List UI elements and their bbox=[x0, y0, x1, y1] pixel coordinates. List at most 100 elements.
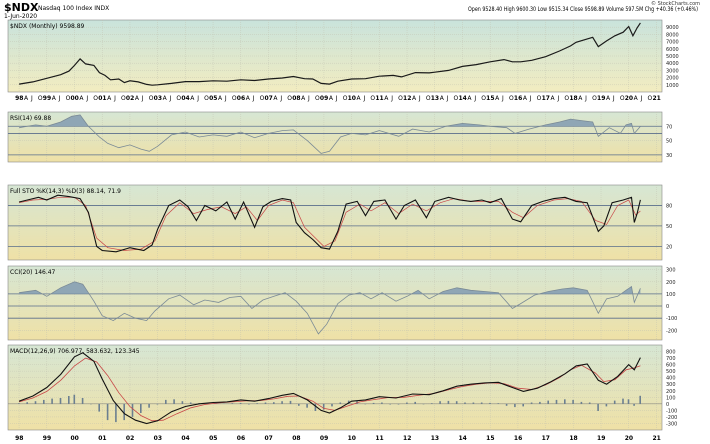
macd-histogram-bar bbox=[43, 399, 45, 404]
x-month-label: O bbox=[204, 95, 209, 102]
macd-histogram-bar bbox=[248, 403, 250, 405]
macd-histogram-bar bbox=[189, 402, 192, 404]
macd-histogram-bar bbox=[181, 401, 184, 404]
cci-ytick-label: 200 bbox=[666, 280, 676, 286]
x-month-label: O bbox=[315, 95, 320, 102]
macd-histogram-bar bbox=[633, 403, 635, 406]
x-month-label: J bbox=[418, 95, 421, 102]
x-year-label: 10 bbox=[348, 95, 356, 102]
macd-histogram-bar bbox=[131, 403, 134, 417]
x-month-label: O bbox=[38, 95, 43, 102]
x-month-label: J bbox=[529, 95, 532, 102]
x-year-label: 03 bbox=[154, 95, 162, 102]
x-year-label: 06 bbox=[237, 95, 245, 102]
x-year-label-bottom: 16 bbox=[514, 435, 522, 442]
macd-histogram-bar bbox=[439, 401, 441, 404]
macd-ytick-label: -100 bbox=[666, 408, 677, 414]
x-month-label: A bbox=[467, 95, 472, 102]
macd-histogram-bar bbox=[447, 400, 450, 404]
x-month-label: A bbox=[578, 95, 583, 102]
x-year-label: 02 bbox=[126, 95, 134, 102]
x-year-label: 16 bbox=[514, 95, 522, 102]
sto-d-line bbox=[19, 196, 641, 251]
macd-histogram-bar bbox=[514, 403, 516, 408]
macd-histogram-bar bbox=[397, 403, 400, 405]
x-year-label: 20 bbox=[625, 95, 633, 102]
x-month-label: A bbox=[551, 95, 556, 102]
x-month-label: J bbox=[501, 95, 504, 102]
cci-overbought-area bbox=[19, 281, 641, 294]
x-axis: 98 A J O 99 A J O 00 A J O 01 A J O 02 A J O 03 A J O 04 A J O 05 A J O… bbox=[15, 95, 661, 442]
cci-line bbox=[19, 281, 641, 335]
price-ytick-label: 9000 bbox=[666, 25, 679, 31]
macd-histogram-bar bbox=[497, 403, 500, 404]
macd-histogram-bar bbox=[364, 403, 367, 405]
x-month-label: J bbox=[30, 95, 33, 102]
sto-k-line bbox=[18, 194, 641, 253]
price-ytick-label: 5000 bbox=[666, 54, 679, 60]
rsi-legend: RSI(14) 69.88 bbox=[10, 115, 51, 122]
macd-histogram-bar bbox=[51, 398, 53, 404]
x-month-label: A bbox=[273, 95, 278, 102]
macd-histogram-bar bbox=[281, 401, 283, 404]
macd-ytick-label: -200 bbox=[666, 415, 677, 421]
x-month-label: O bbox=[592, 95, 597, 102]
x-month-label: A bbox=[440, 95, 445, 102]
macd-histogram-bar bbox=[347, 400, 350, 404]
x-year-label-bottom: 06 bbox=[237, 435, 245, 442]
macd-histogram-bar bbox=[306, 403, 308, 408]
macd-histogram-bar bbox=[555, 399, 558, 404]
x-month-label: A bbox=[107, 95, 112, 102]
x-month-label: A bbox=[384, 95, 389, 102]
x-month-label: O bbox=[454, 95, 459, 102]
macd-ytick-label: 600 bbox=[666, 363, 676, 369]
cci-ytick-label: 300 bbox=[666, 268, 676, 274]
cci-panel-bg bbox=[7, 265, 663, 341]
x-month-label: O bbox=[398, 95, 403, 102]
x-month-label: J bbox=[612, 95, 615, 102]
x-month-label: O bbox=[66, 95, 71, 102]
macd-histogram-bar bbox=[68, 396, 70, 404]
cci-panel: -200 -100 0 100 200 300 CCI(20) 146.47 bbox=[7, 265, 677, 341]
macd-histogram-bar bbox=[98, 403, 100, 412]
macd-histogram-bar bbox=[372, 402, 375, 404]
x-month-label: O bbox=[232, 95, 237, 102]
price-ytick-label: 8000 bbox=[666, 32, 679, 38]
x-month-label: J bbox=[252, 95, 255, 102]
macd-ytick-label: 800 bbox=[666, 350, 676, 356]
x-year-label-bottom: 09 bbox=[320, 435, 328, 442]
x-year-label: 18 bbox=[569, 95, 577, 102]
macd-histogram-bar bbox=[480, 402, 483, 404]
quote-line: Open 9528.40 High 9600.30 Low 9515.34 Cl… bbox=[468, 6, 698, 13]
cci-ytick-label: -200 bbox=[666, 328, 677, 334]
macd-histogram-bar bbox=[489, 402, 491, 404]
x-month-label: J bbox=[224, 95, 227, 102]
macd-histogram-bar bbox=[627, 399, 630, 404]
rsi-overbought-area bbox=[27, 114, 633, 127]
macd-histogram-bar bbox=[539, 401, 541, 404]
rsi-ytick-label: 30 bbox=[666, 153, 672, 159]
x-year-label-bottom: 05 bbox=[209, 435, 217, 442]
x-month-label: J bbox=[58, 95, 61, 102]
macd-histogram-bar bbox=[90, 403, 92, 405]
x-month-label: O bbox=[260, 95, 265, 102]
x-year-label-bottom: 01 bbox=[98, 435, 106, 442]
macd-histogram-bar bbox=[572, 399, 574, 404]
macd-histogram-bar bbox=[339, 402, 342, 404]
macd-histogram-bar bbox=[322, 403, 325, 410]
macd-histogram-bar bbox=[239, 402, 242, 404]
x-year-label: 12 bbox=[403, 95, 411, 102]
x-year-label-bottom: 98 bbox=[15, 435, 23, 442]
x-year-label-bottom: 10 bbox=[348, 435, 356, 442]
macd-ytick-label: 0 bbox=[666, 402, 669, 408]
x-month-label: J bbox=[362, 95, 365, 102]
macd-histogram-bar bbox=[231, 403, 234, 404]
x-month-label: J bbox=[85, 95, 88, 102]
x-year-label: 17 bbox=[542, 95, 550, 102]
index-name: Nasdaq 100 Index INDX bbox=[38, 5, 109, 12]
x-year-label-bottom: 19 bbox=[597, 435, 605, 442]
x-year-label-bottom: 13 bbox=[431, 435, 439, 442]
x-year-label: 14 bbox=[458, 95, 466, 102]
x-year-label-bottom: 14 bbox=[458, 435, 466, 442]
x-month-label: A bbox=[246, 95, 251, 102]
